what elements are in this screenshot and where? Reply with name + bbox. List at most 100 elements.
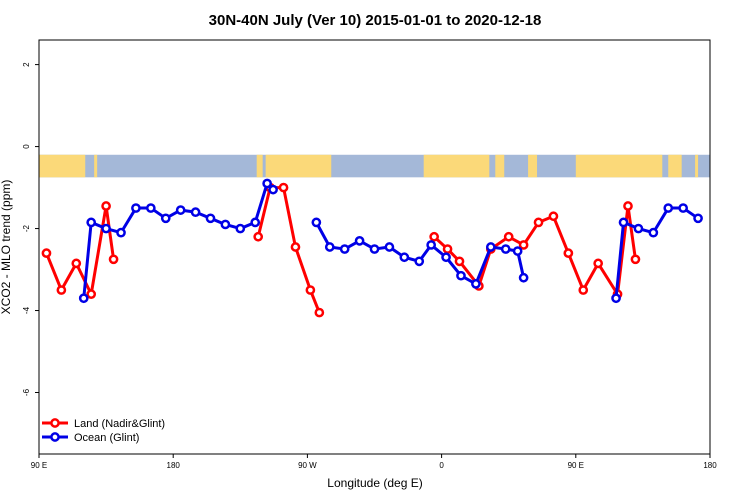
data-point xyxy=(500,244,511,254)
data-point xyxy=(41,248,52,258)
data-point xyxy=(518,272,529,283)
land-segment xyxy=(695,154,699,178)
data-point xyxy=(663,203,674,213)
series-line xyxy=(614,206,699,299)
data-point xyxy=(220,219,231,230)
land-ocean-band xyxy=(39,154,710,178)
plot-series xyxy=(41,178,703,318)
y-tick-label: -4 xyxy=(22,306,31,314)
land-segment xyxy=(39,154,86,178)
data-point xyxy=(399,252,410,263)
data-point xyxy=(314,307,325,318)
data-point xyxy=(78,293,89,304)
data-point xyxy=(253,231,264,242)
data-point xyxy=(384,242,395,252)
data-point xyxy=(548,211,559,222)
data-point xyxy=(205,213,216,224)
data-point xyxy=(533,217,544,228)
series-line xyxy=(433,204,637,296)
ocean-band xyxy=(39,154,710,178)
land-segment xyxy=(423,154,490,178)
data-point xyxy=(268,184,278,195)
data-point xyxy=(563,248,574,258)
data-point xyxy=(86,289,97,299)
data-point xyxy=(116,227,126,238)
legend-label: Land (Nadir&Glint) xyxy=(74,418,165,430)
series-line xyxy=(315,221,526,286)
data-point xyxy=(611,293,621,304)
data-point xyxy=(618,217,629,228)
y-axis-label: XCO2 - MLO trend (ppm) xyxy=(0,180,13,315)
data-point xyxy=(623,201,633,211)
x-axis-label: Longitude (deg E) xyxy=(327,476,422,490)
data-point xyxy=(71,258,82,269)
data-point xyxy=(414,256,425,267)
data-point xyxy=(235,223,246,234)
series-0 xyxy=(41,182,641,318)
data-point xyxy=(441,252,451,263)
plot-frame xyxy=(38,39,711,455)
land-segment xyxy=(94,154,98,178)
data-point xyxy=(369,244,380,254)
x-tick-label: 180 xyxy=(167,461,181,470)
y-tick-label: -2 xyxy=(22,224,31,232)
data-point xyxy=(429,231,439,242)
land-segment xyxy=(528,154,538,178)
data-point xyxy=(101,201,111,211)
y-tick-label: 0 xyxy=(22,144,31,149)
data-point xyxy=(86,217,97,228)
land-segment xyxy=(575,154,663,178)
data-point xyxy=(633,223,644,234)
series-1 xyxy=(78,178,703,304)
y-tick-label: -6 xyxy=(22,388,31,396)
data-point xyxy=(339,244,350,254)
data-point xyxy=(442,244,453,254)
series-line xyxy=(45,204,116,296)
data-point xyxy=(578,285,589,295)
data-point xyxy=(190,207,201,218)
x-axis: 90 E 180 90 W 0 90 E 180 xyxy=(31,454,717,470)
data-point xyxy=(324,242,335,252)
data-point xyxy=(290,242,301,252)
x-tick-label: 90 E xyxy=(568,461,584,470)
data-point xyxy=(305,285,316,295)
data-point xyxy=(518,240,529,250)
data-point xyxy=(471,279,481,289)
data-point xyxy=(278,182,289,193)
data-point xyxy=(56,285,67,295)
y-axis: 2 0 -2 -4 -6 xyxy=(22,62,39,396)
land-segment xyxy=(495,154,505,178)
x-tick-label: 0 xyxy=(439,461,444,470)
x-tick-label: 90 E xyxy=(31,461,47,470)
data-point xyxy=(485,242,496,252)
x-tick-label: 180 xyxy=(703,461,717,470)
data-point xyxy=(630,254,641,265)
data-point xyxy=(512,246,523,256)
y-tick-label: 2 xyxy=(22,62,31,67)
legend-marker xyxy=(50,432,60,442)
chart-title: 30N-40N July (Ver 10) 2015-01-01 to 2020… xyxy=(209,12,542,29)
data-point xyxy=(593,258,604,269)
data-point xyxy=(175,205,186,215)
x-tick-label: 90 W xyxy=(298,461,317,470)
data-point xyxy=(160,213,171,224)
data-point xyxy=(101,223,111,234)
data-point xyxy=(426,240,437,250)
data-point xyxy=(693,213,703,224)
data-point xyxy=(108,254,119,265)
legend-label: Ocean (Glint) xyxy=(74,432,139,444)
data-point xyxy=(145,203,156,213)
land-segment xyxy=(668,154,682,178)
data-point xyxy=(454,256,465,267)
data-point xyxy=(250,217,261,228)
land-segment xyxy=(265,154,332,178)
data-point xyxy=(311,217,322,228)
legend-marker xyxy=(50,418,60,428)
land-segment xyxy=(256,154,263,178)
legend: Land (Nadir&Glint) Ocean (Glint) xyxy=(42,418,165,444)
data-point xyxy=(354,236,365,246)
data-point xyxy=(131,203,141,213)
data-point xyxy=(456,270,466,281)
data-point xyxy=(678,203,689,213)
